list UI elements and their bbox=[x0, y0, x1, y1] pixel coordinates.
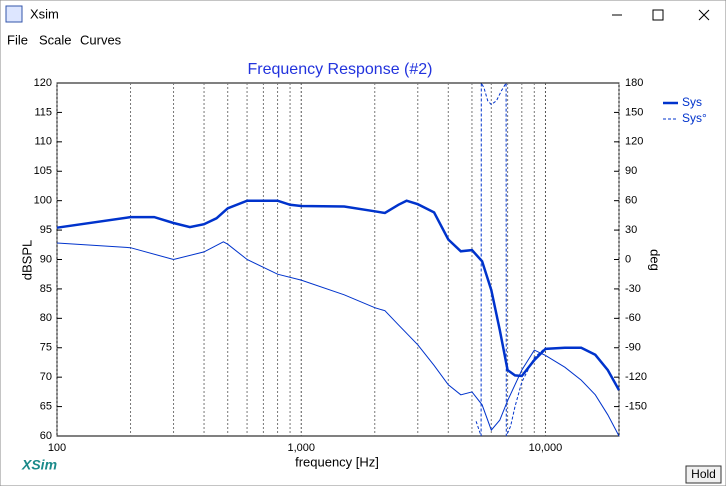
menu-item[interactable]: Scale bbox=[39, 32, 72, 47]
chart-title: Frequency Response (#2) bbox=[248, 61, 433, 78]
y2-tick-label: -150 bbox=[625, 400, 647, 412]
x-tick-label: 100 bbox=[48, 442, 66, 454]
y2-tick-label: 90 bbox=[625, 165, 637, 177]
app-icon bbox=[5, 5, 23, 23]
series-line bbox=[56, 241, 620, 437]
menu-item[interactable]: Curves bbox=[80, 32, 122, 47]
y-tick-label: 60 bbox=[40, 430, 52, 442]
y2-tick-label: 60 bbox=[625, 195, 637, 207]
hold-label[interactable]: Hold bbox=[691, 467, 716, 481]
maximize[interactable] bbox=[652, 9, 664, 21]
y-tick-label: 95 bbox=[40, 224, 52, 236]
y-tick-label: 110 bbox=[34, 136, 52, 148]
y-tick-label: 100 bbox=[34, 195, 52, 207]
y2-tick-label: -60 bbox=[625, 312, 641, 324]
logo: XSim bbox=[21, 457, 57, 473]
hold-button[interactable] bbox=[685, 465, 722, 484]
series-line bbox=[56, 199, 621, 391]
y2-tick-label: 150 bbox=[625, 106, 643, 118]
legend-label: Sys° bbox=[682, 111, 707, 125]
y-tick-label: 85 bbox=[40, 283, 52, 295]
y2-tick-label: 120 bbox=[625, 136, 643, 148]
y2-tick-label: 180 bbox=[625, 77, 643, 89]
y2-axis-label: deg bbox=[648, 249, 663, 271]
y-tick-label: 65 bbox=[40, 400, 52, 412]
series-line bbox=[475, 81, 546, 437]
y-tick-label: 70 bbox=[40, 371, 52, 383]
window-title: Xsim bbox=[30, 6, 59, 21]
y-axis-label: dBSPL bbox=[19, 240, 34, 280]
x-axis-label: frequency [Hz] bbox=[295, 454, 379, 469]
x-tick-label: 10,000 bbox=[529, 442, 563, 454]
y2-tick-label: -120 bbox=[625, 371, 647, 383]
close[interactable] bbox=[698, 9, 710, 21]
y-tick-label: 75 bbox=[40, 342, 52, 354]
y-tick-label: 120 bbox=[34, 77, 52, 89]
y2-tick-label: 0 bbox=[625, 253, 631, 265]
menu-item[interactable]: File bbox=[7, 32, 28, 47]
y2-tick-label: 30 bbox=[625, 224, 637, 236]
x-tick-label: 1,000 bbox=[287, 442, 315, 454]
legend-label: Sys bbox=[682, 95, 702, 109]
y-tick-label: 105 bbox=[34, 165, 52, 177]
y-tick-label: 80 bbox=[40, 312, 52, 324]
y2-tick-label: -30 bbox=[625, 283, 641, 295]
y2-tick-label: -90 bbox=[625, 342, 641, 354]
y-tick-label: 115 bbox=[34, 106, 52, 118]
y-tick-label: 90 bbox=[40, 253, 52, 265]
